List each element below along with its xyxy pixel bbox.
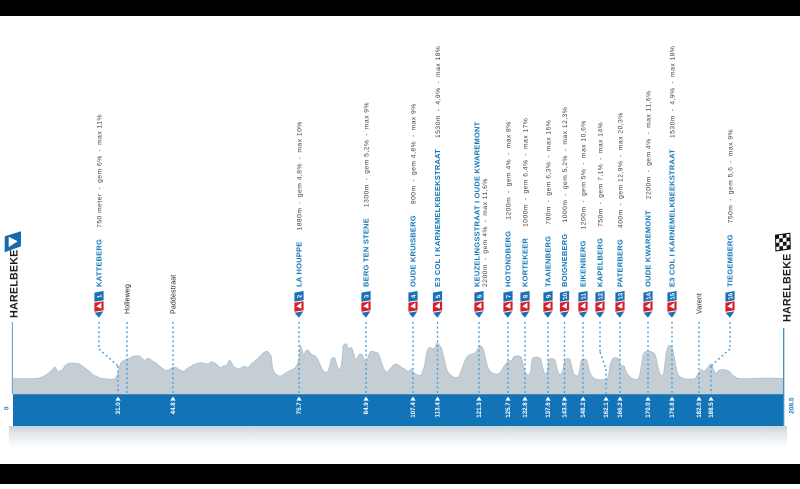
svg-text:176.8: 176.8 <box>669 402 676 418</box>
svg-text:KORTEKEER1000m - gem 6,4% - ma: KORTEKEER1000m - gem 6,4% - max 17% <box>521 118 530 287</box>
svg-text:132.8: 132.8 <box>522 402 529 418</box>
svg-text:4: 4 <box>410 293 417 298</box>
svg-text:10: 10 <box>562 292 569 301</box>
svg-text:OUDE KWAREMONT2200m - gem 4% -: OUDE KWAREMONT2200m - gem 4% - max 11,6% <box>644 90 653 287</box>
svg-text:14: 14 <box>645 292 652 301</box>
svg-text:137.6: 137.6 <box>545 402 552 418</box>
svg-text:7: 7 <box>505 293 512 298</box>
svg-text:182.0: 182.0 <box>696 402 703 418</box>
svg-text:0: 0 <box>4 406 11 410</box>
svg-text:75.7: 75.7 <box>296 402 303 415</box>
svg-text:LA HOUPPE1880m - gem 4,8% - ma: LA HOUPPE1880m - gem 4,8% - max 10% <box>295 121 304 287</box>
svg-text:208.5: 208.5 <box>789 397 796 414</box>
svg-text:KATTEBERG750 meter - gem 6% -: KATTEBERG750 meter - gem 6% - max 11% <box>95 114 104 287</box>
svg-text:143.8: 143.8 <box>562 402 569 418</box>
svg-text:8: 8 <box>522 293 529 298</box>
svg-text:15: 15 <box>669 292 676 301</box>
svg-text:HARELBEKE: HARELBEKE <box>9 249 21 318</box>
svg-text:2200m - gem 4% - max 11,6%: 2200m - gem 4% - max 11,6% <box>482 178 489 287</box>
svg-text:TAAIENBERG700m - gem 6,3% - ma: TAAIENBERG700m - gem 6,3% - max 16% <box>544 120 553 287</box>
svg-text:11: 11 <box>580 292 587 300</box>
svg-text:31.0: 31.0 <box>115 402 122 415</box>
svg-text:Varent: Varent <box>697 293 704 314</box>
svg-text:9: 9 <box>545 293 552 298</box>
svg-text:HARELBEKE: HARELBEKE <box>782 253 794 322</box>
svg-text:E3 COL I KARNEMELKBEEKSTRAAT15: E3 COL I KARNEMELKBEEKSTRAAT1530m - 4,9%… <box>668 46 677 287</box>
svg-text:BERG TEN STENE1300m - gem 5,2%: BERG TEN STENE1300m - gem 5,2% - max 9% <box>362 102 371 287</box>
svg-text:107.4: 107.4 <box>410 402 417 418</box>
svg-text:84.9: 84.9 <box>363 402 370 415</box>
svg-text:OUDE KRUISBERG800m - gem 4,8%: OUDE KRUISBERG800m - gem 4,8% - max 9% <box>409 103 418 287</box>
svg-text:162.1: 162.1 <box>603 402 610 418</box>
svg-text:170.0: 170.0 <box>645 402 652 418</box>
svg-text:3: 3 <box>363 293 370 298</box>
svg-text:13: 13 <box>617 292 624 301</box>
svg-text:12: 12 <box>597 292 604 301</box>
svg-text:BOIGNEBERG1000m - gem 5,2% - m: BOIGNEBERG1000m - gem 5,2% - max 12,3% <box>560 107 569 287</box>
svg-text:HOTONDBERG1200m - gem 4% - max: HOTONDBERG1200m - gem 4% - max 8% <box>504 121 513 287</box>
svg-text:188.5: 188.5 <box>708 402 715 418</box>
svg-text:TIEGEMBERG750m - gem 5,6 - max: TIEGEMBERG750m - gem 5,6 - max 9% <box>726 129 735 287</box>
svg-text:44.8: 44.8 <box>170 402 177 415</box>
svg-text:16: 16 <box>727 292 734 301</box>
svg-text:113.4: 113.4 <box>435 402 442 418</box>
svg-text:EIKENBERG1200m - gem 5% - max: EIKENBERG1200m - gem 5% - max 10,6% <box>579 120 588 287</box>
svg-text:125.7: 125.7 <box>505 402 512 418</box>
svg-text:Holleweg: Holleweg <box>125 284 132 314</box>
svg-text:1: 1 <box>96 293 103 298</box>
svg-text:148.2: 148.2 <box>580 402 587 418</box>
svg-text:KAPELBERG750m - gem 7,1% - max: KAPELBERG750m - gem 7,1% - max 14% <box>596 122 605 287</box>
svg-text:KEUZELINGSSTRAAT I OUDE KWAREM: KEUZELINGSSTRAAT I OUDE KWAREMONT <box>473 121 482 287</box>
svg-text:Paddestraat: Paddestraat <box>171 275 178 314</box>
svg-text:166.2: 166.2 <box>617 402 624 418</box>
svg-text:5: 5 <box>435 293 442 298</box>
svg-text:2: 2 <box>296 293 303 298</box>
svg-text:6: 6 <box>476 293 483 298</box>
svg-text:PATERBERG400m - gem 12,9% - ma: PATERBERG400m - gem 12,9% - max 20,3% <box>616 112 625 287</box>
svg-text:121.3: 121.3 <box>476 402 483 418</box>
svg-text:E3 COL I KARNEMELKBEEKSTRAAT15: E3 COL I KARNEMELKBEEKSTRAAT1530m - 4,9%… <box>433 46 442 287</box>
